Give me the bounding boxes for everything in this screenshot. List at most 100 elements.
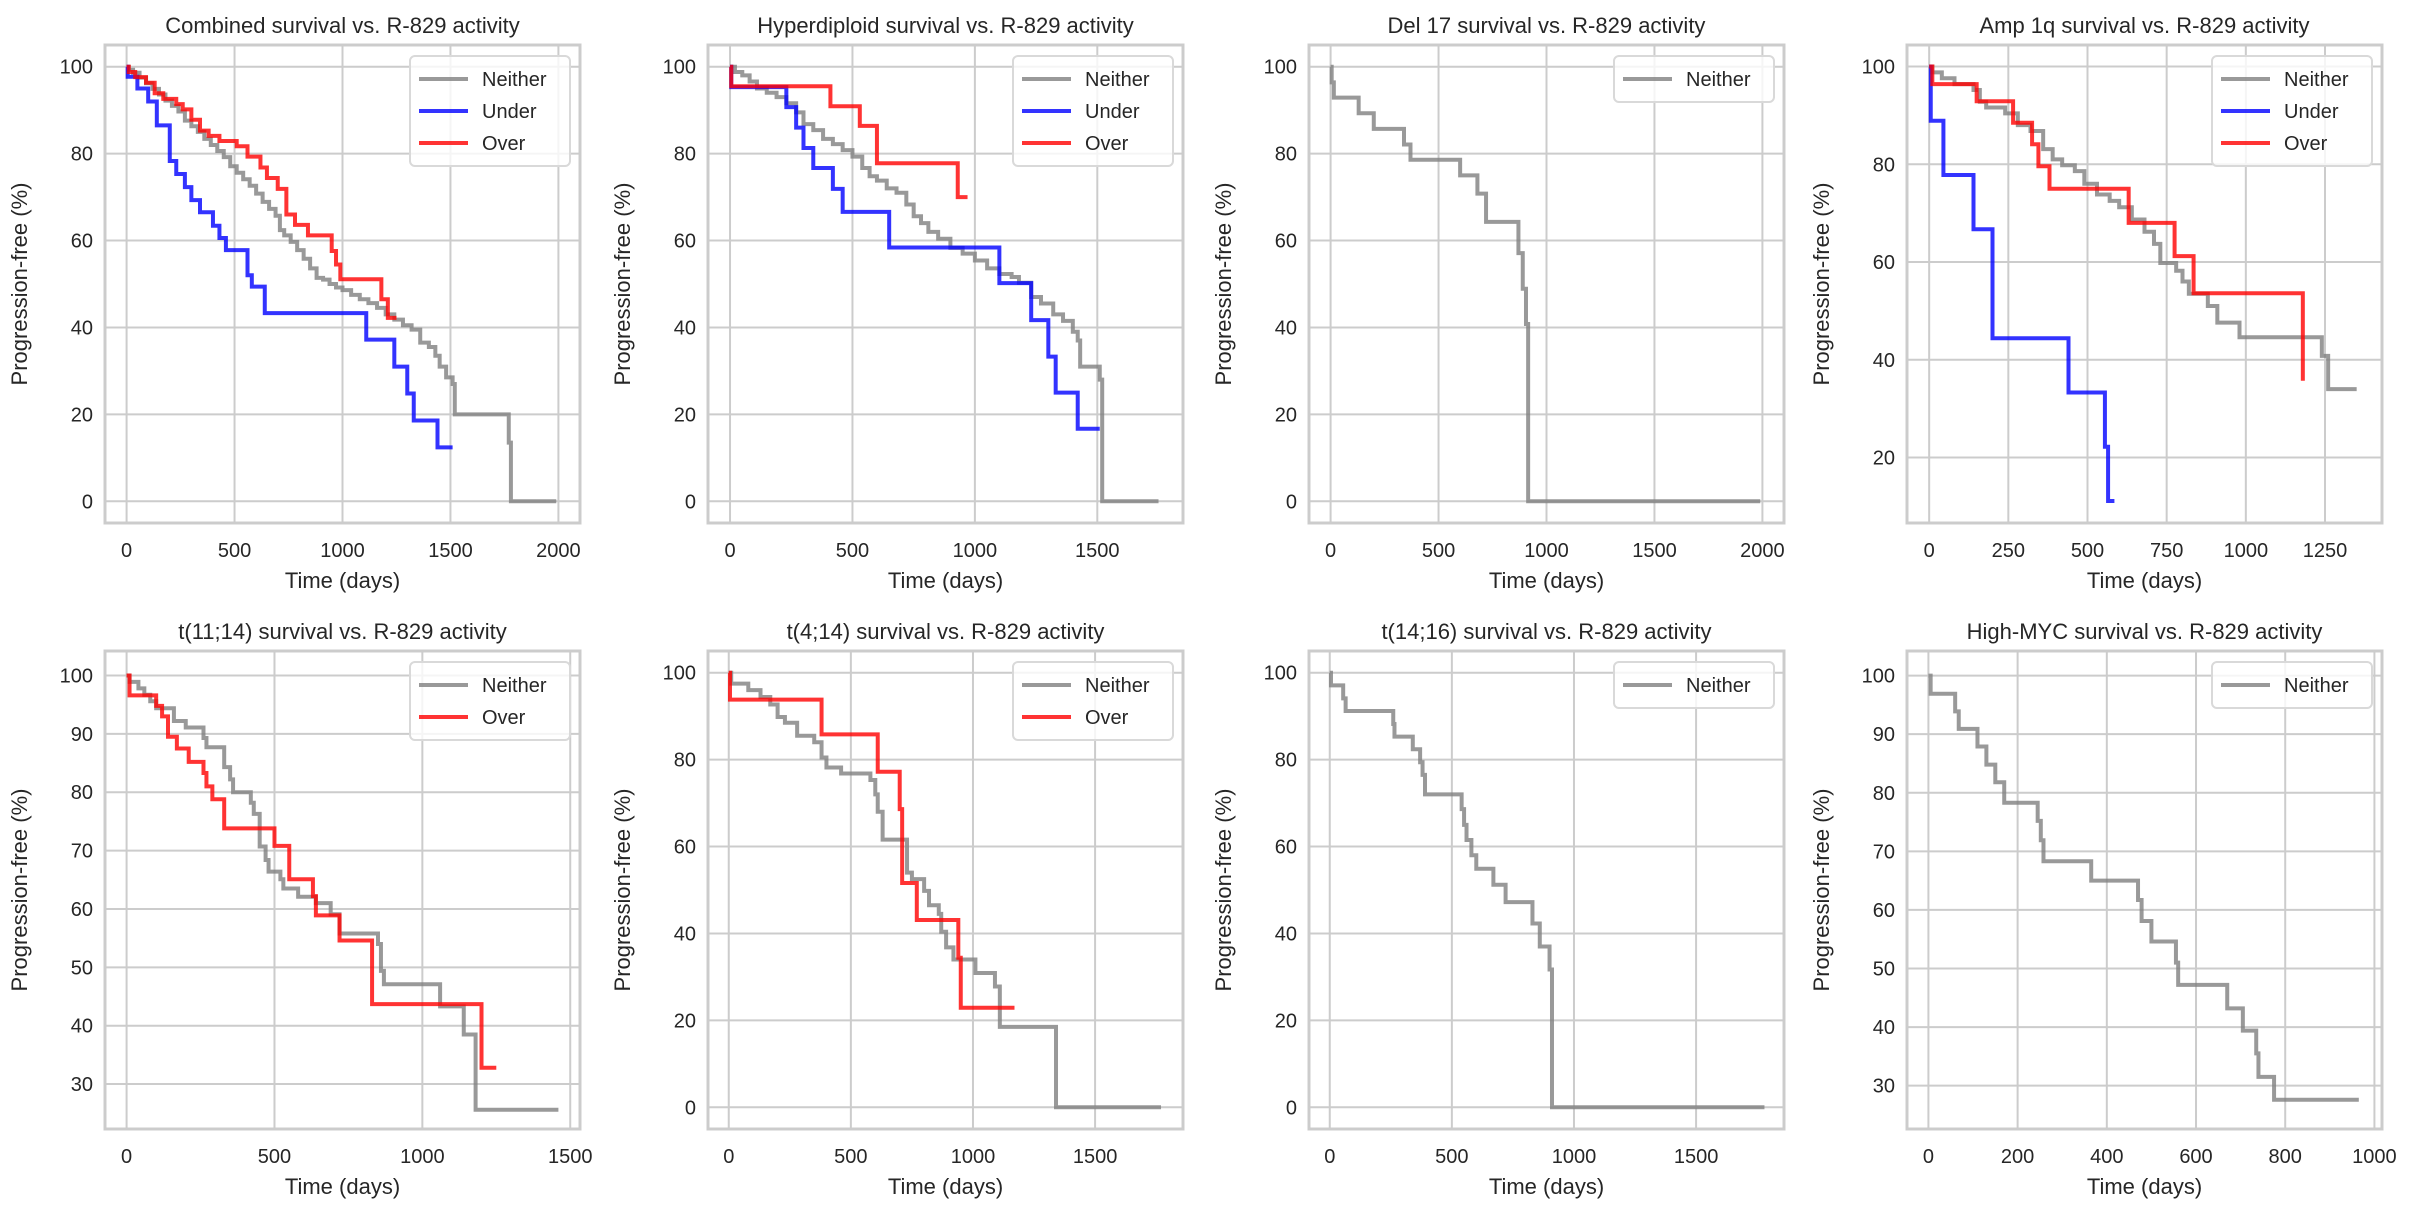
subplot-title: Del 17 survival vs. R-829 activity xyxy=(1388,13,1706,38)
plot-area xyxy=(1907,651,2382,1129)
x-tick-label: 1000 xyxy=(1524,540,1569,562)
y-tick-label: 40 xyxy=(1873,350,1895,372)
series-line-over xyxy=(729,64,968,200)
legend: Neither xyxy=(2211,661,2373,709)
x-tick-label: 800 xyxy=(2269,1146,2302,1168)
y-tick-label: 60 xyxy=(1873,252,1895,274)
y-tick-label: 0 xyxy=(685,491,696,513)
x-axis-label: Time (days) xyxy=(2087,568,2202,593)
subplot-7: 0 500 1000 1500 0 20 40 60 80 100 t(14;16) surviva… xyxy=(1211,619,1786,1199)
x-tick-label: 0 xyxy=(1924,540,1935,562)
y-tick-label: 40 xyxy=(674,317,696,339)
legend-label: Neither xyxy=(2284,69,2349,91)
y-tick-label: 50 xyxy=(1873,958,1895,980)
x-tick-label: 500 xyxy=(834,1146,867,1168)
y-tick-label: 100 xyxy=(663,663,696,685)
series-line-neither xyxy=(728,670,1162,1110)
y-axis-label: Progression-free (%) xyxy=(7,789,32,992)
legend: Neither Over xyxy=(409,661,571,741)
x-tick-label: 500 xyxy=(836,540,869,562)
y-tick-label: 20 xyxy=(1275,1010,1297,1032)
legend-label: Under xyxy=(1085,101,1140,123)
axes-frame xyxy=(1307,43,1786,525)
x-axis-label: Time (days) xyxy=(1489,1174,1604,1199)
y-tick-label: 60 xyxy=(1275,231,1297,253)
axes-frame xyxy=(1905,649,2384,1131)
legend-label: Under xyxy=(482,101,537,123)
x-tick-label: 1000 xyxy=(320,540,365,562)
x-tick-label: 0 xyxy=(723,1146,734,1168)
series-line-neither xyxy=(1928,673,2359,1102)
x-tick-label: 1000 xyxy=(1552,1146,1597,1168)
y-tick-label: 80 xyxy=(71,782,93,804)
y-tick-label: 100 xyxy=(60,57,93,79)
y-tick-label: 80 xyxy=(674,144,696,166)
axes-frame xyxy=(103,649,582,1131)
x-tick-label: 0 xyxy=(1325,540,1336,562)
x-tick-label: 250 xyxy=(1992,540,2025,562)
x-tick-label: 600 xyxy=(2179,1146,2212,1168)
subplot-title: t(14;16) survival vs. R-829 activity xyxy=(1381,619,1711,644)
series-line-neither xyxy=(1328,670,1765,1110)
y-tick-label: 70 xyxy=(1873,841,1895,863)
x-tick-label: 500 xyxy=(2071,540,2104,562)
y-tick-label: 90 xyxy=(1873,724,1895,746)
y-tick-label: 80 xyxy=(1873,783,1895,805)
x-tick-label: 500 xyxy=(258,1146,291,1168)
y-axis-label: Progression-free (%) xyxy=(610,789,635,992)
legend: Neither Under Over xyxy=(1012,55,1174,167)
x-axis-label: Time (days) xyxy=(888,1174,1003,1199)
x-tick-label: 1500 xyxy=(428,540,473,562)
x-tick-label: 750 xyxy=(2150,540,2183,562)
y-axis-label: Progression-free (%) xyxy=(1809,183,1834,386)
x-tick-label: 1500 xyxy=(1674,1146,1719,1168)
y-axis-label: Progression-free (%) xyxy=(1211,183,1236,386)
legend-box xyxy=(1012,55,1174,167)
y-tick-label: 20 xyxy=(674,404,696,426)
subplot-2: 0 500 1000 1500 0 20 40 60 80 100 Hyperdiploid sur… xyxy=(610,13,1185,593)
legend: Neither xyxy=(1613,55,1775,103)
legend-box xyxy=(2211,55,2373,167)
y-tick-label: 30 xyxy=(1873,1076,1895,1098)
x-tick-label: 2000 xyxy=(536,540,581,562)
x-tick-label: 0 xyxy=(121,540,132,562)
y-tick-label: 60 xyxy=(674,231,696,253)
y-tick-label: 0 xyxy=(1286,491,1297,513)
series-line-neither xyxy=(1329,64,1761,504)
y-tick-label: 100 xyxy=(60,666,93,688)
legend-label: Over xyxy=(1085,707,1129,729)
x-tick-label: 0 xyxy=(724,540,735,562)
y-tick-label: 40 xyxy=(71,317,93,339)
series-line-over xyxy=(126,64,397,320)
y-tick-label: 20 xyxy=(71,404,93,426)
plot-area xyxy=(1309,651,1784,1129)
axes-frame xyxy=(706,649,1185,1131)
y-axis-label: Progression-free (%) xyxy=(7,183,32,386)
legend-label: Over xyxy=(2284,133,2328,155)
y-tick-label: 0 xyxy=(685,1097,696,1119)
legend-label: Neither xyxy=(482,675,547,697)
y-tick-label: 60 xyxy=(71,899,93,921)
y-tick-label: 100 xyxy=(1862,666,1895,688)
x-tick-label: 0 xyxy=(121,1146,132,1168)
x-axis-label: Time (days) xyxy=(2087,1174,2202,1199)
y-tick-label: 20 xyxy=(674,1010,696,1032)
x-axis-label: Time (days) xyxy=(285,568,400,593)
x-tick-label: 1000 xyxy=(953,540,998,562)
x-tick-label: 1250 xyxy=(2303,540,2348,562)
subplot-title: Combined survival vs. R-829 activity xyxy=(165,13,520,38)
subplot-6: 0 500 1000 1500 0 20 40 60 80 100 t(4;14) survival… xyxy=(610,619,1185,1199)
legend-label: Over xyxy=(1085,133,1129,155)
y-tick-label: 40 xyxy=(71,1016,93,1038)
legend-label: Over xyxy=(482,707,526,729)
axes-frame xyxy=(1905,43,2384,525)
y-tick-label: 100 xyxy=(1264,57,1297,79)
axes-frame xyxy=(706,43,1185,525)
x-tick-label: 1000 xyxy=(400,1146,445,1168)
y-tick-label: 70 xyxy=(71,841,93,863)
y-tick-label: 30 xyxy=(71,1074,93,1096)
y-tick-label: 80 xyxy=(1873,154,1895,176)
subplot-1: 0 500 1000 1500 2000 0 20 40 60 80 100 Combined sur… xyxy=(7,13,582,593)
subplot-8: 0 200 400 600 800 1000 30 40 50 60 70 80 90 100 High-M… xyxy=(1809,619,2397,1199)
